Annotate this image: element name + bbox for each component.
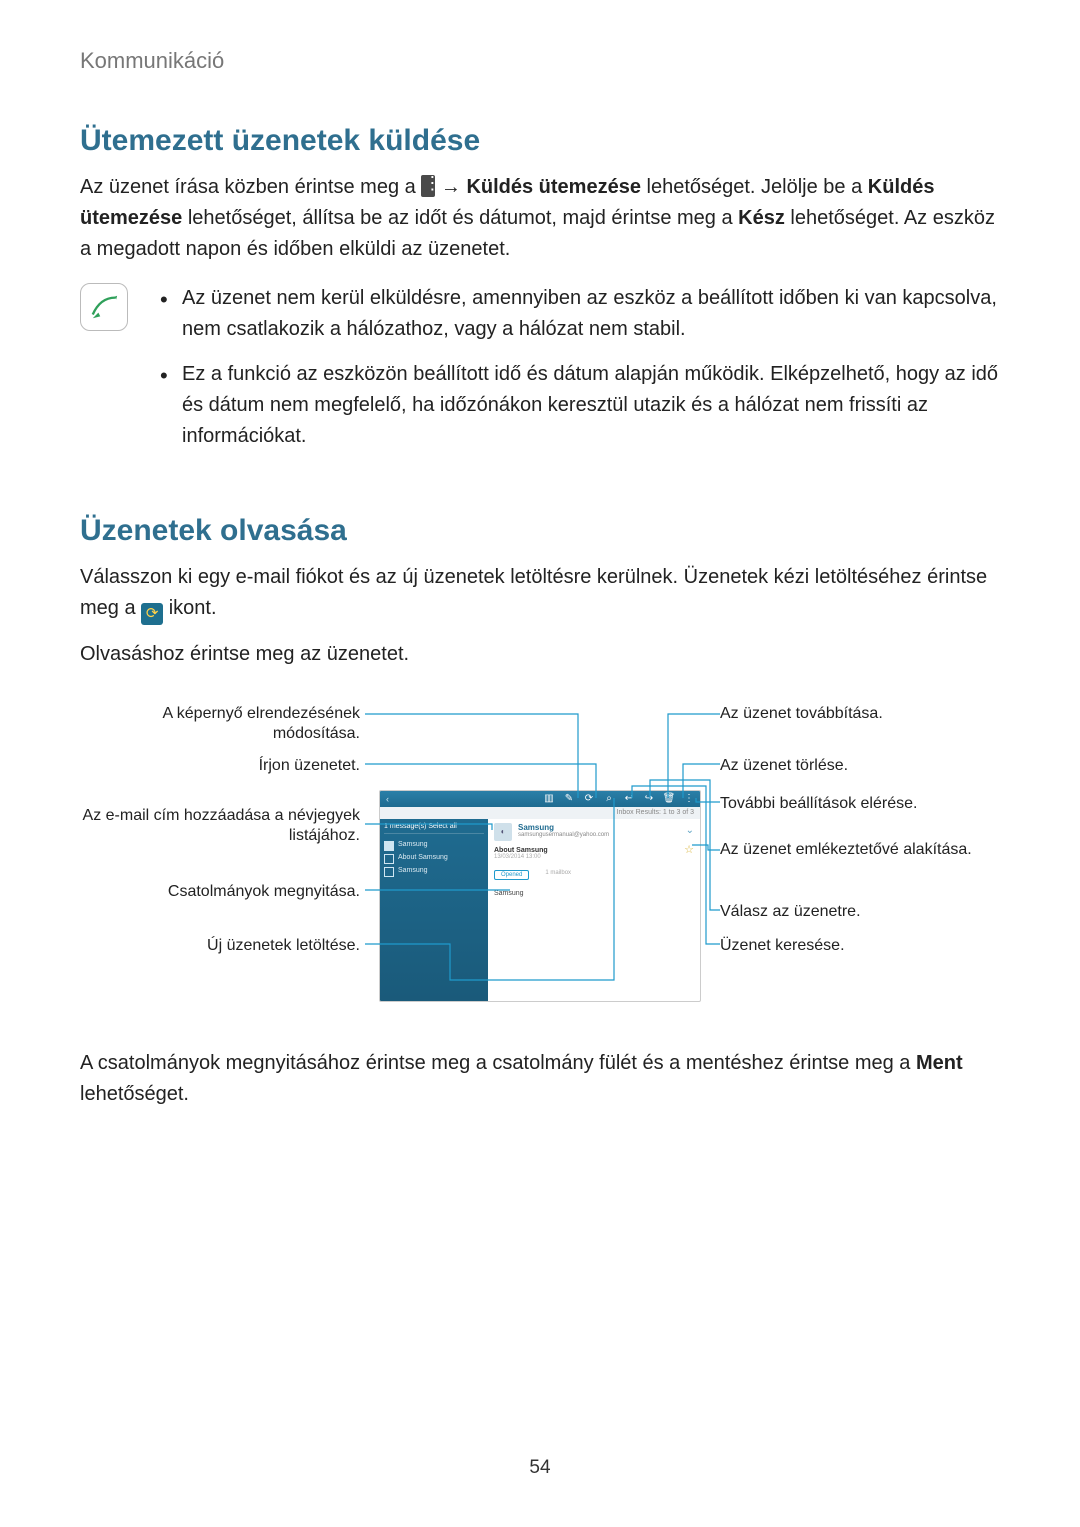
callout-compose: Írjon üzenetet. [259,756,360,777]
note-item: Az üzenet nem kerül elküldésre, amennyib… [156,283,1000,345]
callout-layout-change: A képernyő elrendezésének módosítása. [80,704,360,746]
breadcrumb: Kommunikáció [80,48,1000,74]
delete-icon: 🗑 [664,794,674,804]
message-address: samsungusermanual@yahoo.com [518,832,609,838]
avatar-icon: ◐ [494,823,512,841]
heading-reading-messages: Üzenetek olvasása [80,514,1000,548]
text: lehetőséget, állítsa be az időt és dátum… [182,207,738,229]
refresh-small-icon: ⟳ [584,794,594,804]
compose-icon: ✎ [564,794,574,804]
expand-icon: ⌄ [686,825,694,836]
callout-open-attachments: Csatolmányok megnyitása. [168,882,360,903]
callout-forward: Az üzenet továbbítása. [720,704,883,725]
more-options-icon [421,175,435,197]
device-sidebar: 1 message(s) Select all Samsung About Sa… [380,819,488,1001]
device-message-pane: ⌄ ☆ ◐ Samsung samsungusermanual@yahoo.co… [488,819,700,1001]
forward-icon: ↪ [644,794,654,804]
note-icon [80,283,128,331]
callout-reply: Válasz az üzenetre. [720,902,861,923]
search-small-icon: ⌕ [604,794,614,804]
message-date: 13/03/2014 13:00 [494,854,694,860]
device-subbar: Inbox Results: 1 to 3 of 3 [380,807,700,819]
text: lehetőséget. [80,1083,189,1105]
text: ikont. [163,597,216,619]
message-subject: About Samsung [494,847,694,854]
sidebar-item: About Samsung [384,851,484,864]
chip-opened: Opened [494,870,529,880]
notes-list: Az üzenet nem kerül elküldésre, amennyib… [156,283,1000,466]
refresh-icon: ⟳ [141,603,163,625]
text-bold: Kész [738,207,785,229]
message-body: Samsung [494,890,694,897]
heading-scheduled-send: Ütemezett üzenetek küldése [80,124,1000,158]
callout-add-contact: Az e-mail cím hozzáadása a névjegyek lis… [80,806,360,848]
reply-icon: ↩ [624,794,634,804]
sidebar-header: 1 message(s) Select all [384,823,484,834]
callout-more-options: További beállítások elérése. [720,794,917,815]
email-screen-diagram: A képernyő elrendezésének módosítása. Ír… [80,690,1000,1020]
sidebar-item: Samsung [384,838,484,851]
text: A csatolmányok megnyitásához érintse meg… [80,1052,916,1074]
device-actionbar: ‹ ▥ ✎ ⟳ ⌕ ↩ ↪ 🗑 ⋮ [380,791,700,807]
callout-delete: Az üzenet törlése. [720,756,848,777]
text: lehetőséget. Jelölje be a [641,176,868,198]
back-icon: ‹ [386,794,534,804]
device-screenshot: ‹ ▥ ✎ ⟳ ⌕ ↩ ↪ 🗑 ⋮ Inbox Results: 1 to 3 … [379,790,701,1002]
layout-icon: ▥ [544,794,554,804]
note-item: Ez a funkció az eszközön beállított idő … [156,359,1000,452]
more-icon: ⋮ [684,794,694,804]
callout-search: Üzenet keresése. [720,936,845,957]
paragraph-tap-to-read: Olvasáshoz érintse meg az üzenetet. [80,639,1000,670]
callout-reminder: Az üzenet emlékeztetővé alakítása. [720,840,972,861]
message-from: Samsung [518,823,609,832]
star-icon: ☆ [684,843,694,856]
paragraph-scheduled-send: Az üzenet írása közben érintse meg a → K… [80,172,1000,265]
page-number: 54 [0,1457,1080,1479]
sidebar-item: Samsung [384,864,484,877]
text-bold: Ment [916,1052,963,1074]
text: Az üzenet írása közben érintse meg a [80,176,421,198]
chip-mailbox: 1 mailbox [545,870,571,880]
paragraph-download: Válasszon ki egy e-mail fiókot és az új … [80,562,1000,625]
text-bold: Küldés ütemezése [466,176,641,198]
callout-refresh: Új üzenetek letöltése. [207,936,360,957]
paragraph-attachments: A csatolmányok megnyitásához érintse meg… [80,1048,1000,1110]
